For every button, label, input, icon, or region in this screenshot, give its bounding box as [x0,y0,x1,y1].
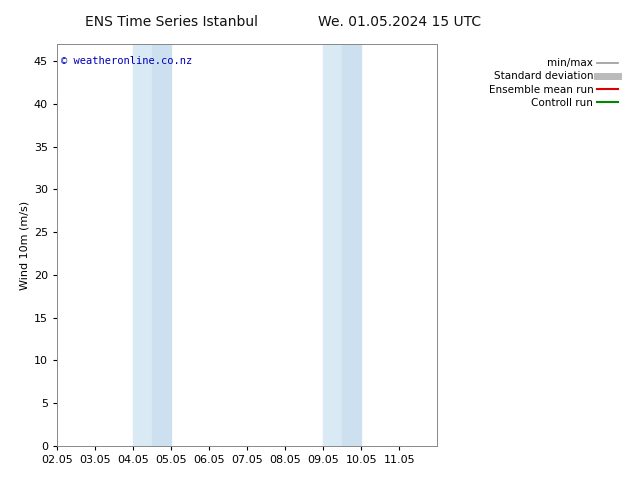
Bar [133,44,152,446]
Y-axis label: Wind 10m (m/s): Wind 10m (m/s) [20,200,30,290]
Bar [152,44,171,446]
Text: ENS Time Series Istanbul: ENS Time Series Istanbul [85,15,257,29]
Bar [323,44,342,446]
Bar [342,44,361,446]
Text: We. 01.05.2024 15 UTC: We. 01.05.2024 15 UTC [318,15,481,29]
Legend: min/max, Standard deviation, Ensemble mean run, Controll run: min/max, Standard deviation, Ensemble me… [484,54,623,112]
Text: © weatheronline.co.nz: © weatheronline.co.nz [61,56,192,66]
